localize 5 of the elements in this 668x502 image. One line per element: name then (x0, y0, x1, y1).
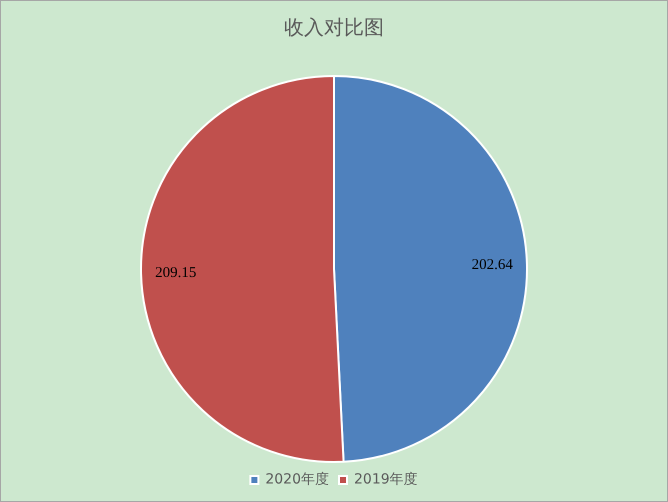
chart-title: 收入对比图 (284, 15, 384, 40)
data-label: 202.64 (472, 257, 514, 274)
data-label: 209.15 (155, 264, 196, 281)
legend-label: 2019年度 (354, 472, 418, 488)
legend-label: 2020年度 (265, 472, 330, 488)
